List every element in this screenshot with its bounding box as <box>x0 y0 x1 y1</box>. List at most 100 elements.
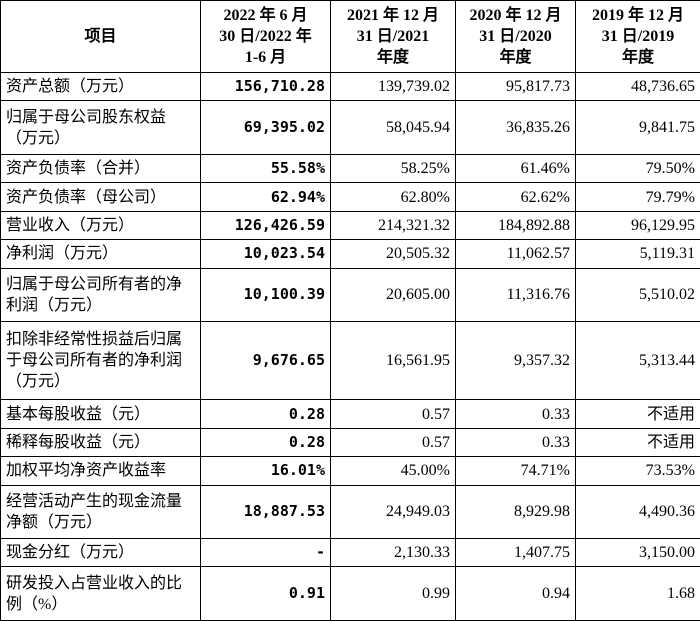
table-row: 基本每股收益（元） 0.28 0.57 0.33 不适用 <box>0 399 700 429</box>
header-line: 2020 年 12 月 <box>469 7 562 24</box>
row-label: 稀释每股收益（元） <box>0 427 201 458</box>
cell-value: 79.79% <box>575 182 700 212</box>
cell-value: 156,710.28 <box>200 71 331 102</box>
header-row: 项目 2022 年 6 月 30 日/2022 年 1-6 月 2021 年 12 月 3… <box>0 0 700 73</box>
cell-value: 5,313.44 <box>575 321 700 401</box>
table-row: 经营活动产生的现金流量净额（万元） 18,887.53 24,949.03 8,929… <box>0 484 700 540</box>
cell-value: 0.91 <box>200 566 331 621</box>
cell-value: 3,150.00 <box>575 538 700 568</box>
header-line: 31 日/2020 <box>479 28 552 45</box>
cell-value: 48,736.65 <box>575 71 700 102</box>
cell-value: 126,426.59 <box>200 210 331 241</box>
cell-value: 10,100.39 <box>200 267 331 323</box>
header-line: 2022 年 6 月 <box>223 7 308 24</box>
cell-value: 5,510.02 <box>575 267 700 323</box>
cell-value: 58.25% <box>330 153 456 184</box>
table-row: 稀释每股收益（元） 0.28 0.57 0.33 不适用 <box>0 427 700 458</box>
cell-value: 1,407.75 <box>455 538 576 568</box>
header-line: 年度 <box>621 49 654 66</box>
row-label: 归属于母公司所有者的净利润（万元） <box>0 267 201 323</box>
cell-value: 79.50% <box>575 153 700 184</box>
cell-value: 11,316.76 <box>455 267 576 323</box>
row-label: 扣除非经常性损益后归属于母公司所有者的净利润（万元） <box>0 321 201 401</box>
cell-value: 16.01% <box>200 456 331 486</box>
header-cell: 项目 <box>0 0 201 73</box>
table-row: 营业收入（万元） 126,426.59 214,321.32 184,892.88 96… <box>0 210 700 241</box>
cell-value: 10,023.54 <box>200 239 331 269</box>
cell-value: 58,045.94 <box>330 100 456 155</box>
cell-value: 55.58% <box>200 153 331 184</box>
cell-value: 18,887.53 <box>200 484 331 540</box>
table-row: 资产负债率（合并） 55.58% 58.25% 61.46% 79.50% <box>0 153 700 184</box>
header-line: 年度 <box>499 49 532 66</box>
header-line: 项目 <box>84 28 117 45</box>
cell-value: 0.33 <box>455 399 576 429</box>
cell-value: 61.46% <box>455 153 576 184</box>
header-line: 2021 年 12 月 <box>346 7 439 24</box>
row-label: 净利润（万元） <box>0 239 201 269</box>
table-row: 归属于母公司股东权益（万元） 69,395.02 58,045.94 36,835.2… <box>0 100 700 155</box>
table-row: 净利润（万元） 10,023.54 20,505.32 11,062.57 5,119.… <box>0 239 700 269</box>
cell-value: 62.80% <box>330 182 456 212</box>
cell-value: 16,561.95 <box>330 321 456 401</box>
cell-value: 36,835.26 <box>455 100 576 155</box>
cell-value: 0.99 <box>330 566 456 621</box>
row-label: 加权平均净资产收益率 <box>0 456 201 486</box>
row-label: 营业收入（万元） <box>0 210 201 241</box>
cell-value: 69,395.02 <box>200 100 331 155</box>
header-line: 年度 <box>376 49 409 66</box>
table-row: 归属于母公司所有者的净利润（万元） 10,100.39 20,605.00 11,31… <box>0 267 700 323</box>
cell-value: 11,062.57 <box>455 239 576 269</box>
cell-value: 62.94% <box>200 182 331 212</box>
table-row: 扣除非经常性损益后归属于母公司所有者的净利润（万元） 9,676.65 16,561… <box>0 321 700 401</box>
row-label: 资产总额（万元） <box>0 71 201 102</box>
cell-value: 20,605.00 <box>330 267 456 323</box>
cell-value: 184,892.88 <box>455 210 576 241</box>
cell-value: 不适用 <box>575 399 700 429</box>
cell-value: 0.57 <box>330 399 456 429</box>
cell-value: 0.57 <box>330 427 456 458</box>
row-label: 资产负债率（合并） <box>0 153 201 184</box>
header-cell: 2019 年 12 月 31 日/2019 年度 <box>575 0 700 73</box>
cell-value: 139,739.02 <box>330 71 456 102</box>
cell-value: 74.71% <box>455 456 576 486</box>
table-row: 现金分红（万元） -2,130.33 1,407.75 3,150.00 <box>0 538 700 568</box>
header-line: 1-6 月 <box>244 49 287 66</box>
header-cell: 2020 年 12 月 31 日/2020 年度 <box>455 0 576 73</box>
cell-value: 62.62% <box>455 182 576 212</box>
row-label: 现金分红（万元） <box>0 538 201 568</box>
header-line: 31 日/2019 <box>601 28 675 45</box>
table-body: 资产总额（万元） 156,710.28 139,739.02 95,817.73 48,… <box>0 71 700 621</box>
cell-value: 24,949.03 <box>330 484 456 540</box>
table-row: 加权平均净资产收益率 16.01% 45.00% 74.71% 73.53% <box>0 456 700 486</box>
cell-value: 20,505.32 <box>330 239 456 269</box>
cell-value: 9,841.75 <box>575 100 700 155</box>
row-label: 基本每股收益（元） <box>0 399 201 429</box>
row-label: 归属于母公司股东权益（万元） <box>0 100 201 155</box>
cell-value: 1.68 <box>575 566 700 621</box>
cell-value: 95,817.73 <box>455 71 576 102</box>
cell-value: 9,357.32 <box>455 321 576 401</box>
row-label: 经营活动产生的现金流量净额（万元） <box>0 484 201 540</box>
cell-value: 0.94 <box>455 566 576 621</box>
cell-value: 9,676.65 <box>200 321 331 401</box>
row-label: 研发投入占营业收入的比例（%） <box>0 566 201 621</box>
cell-value: 45.00% <box>330 456 456 486</box>
cell-value: 96,129.95 <box>575 210 700 241</box>
cell-value: 8,929.98 <box>455 484 576 540</box>
header-line: 31 日/2021 <box>356 28 430 45</box>
table-row: 资产总额（万元） 156,710.28 139,739.02 95,817.73 48,… <box>0 71 700 102</box>
header-line: 2019 年 12 月 <box>591 7 684 24</box>
cell-value: 0.33 <box>455 427 576 458</box>
cell-value: 73.53% <box>575 456 700 486</box>
cell-value: 0.28 <box>200 427 331 458</box>
row-label: 资产负债率（母公司） <box>0 182 201 212</box>
header-cell: 2022 年 6 月 30 日/2022 年 1-6 月 <box>200 0 331 73</box>
cell-value: 5,119.31 <box>575 239 700 269</box>
table-row: 研发投入占营业收入的比例（%） 0.91 0.99 0.94 1.68 <box>0 566 700 621</box>
cell-value: 2,130.33 <box>330 538 456 568</box>
header-cell: 2021 年 12 月 31 日/2021 年度 <box>330 0 456 73</box>
cell-value: 214,321.32 <box>330 210 456 241</box>
cell-value: 4,490.36 <box>575 484 700 540</box>
header-line: 30 日/2022 年 <box>219 28 312 45</box>
